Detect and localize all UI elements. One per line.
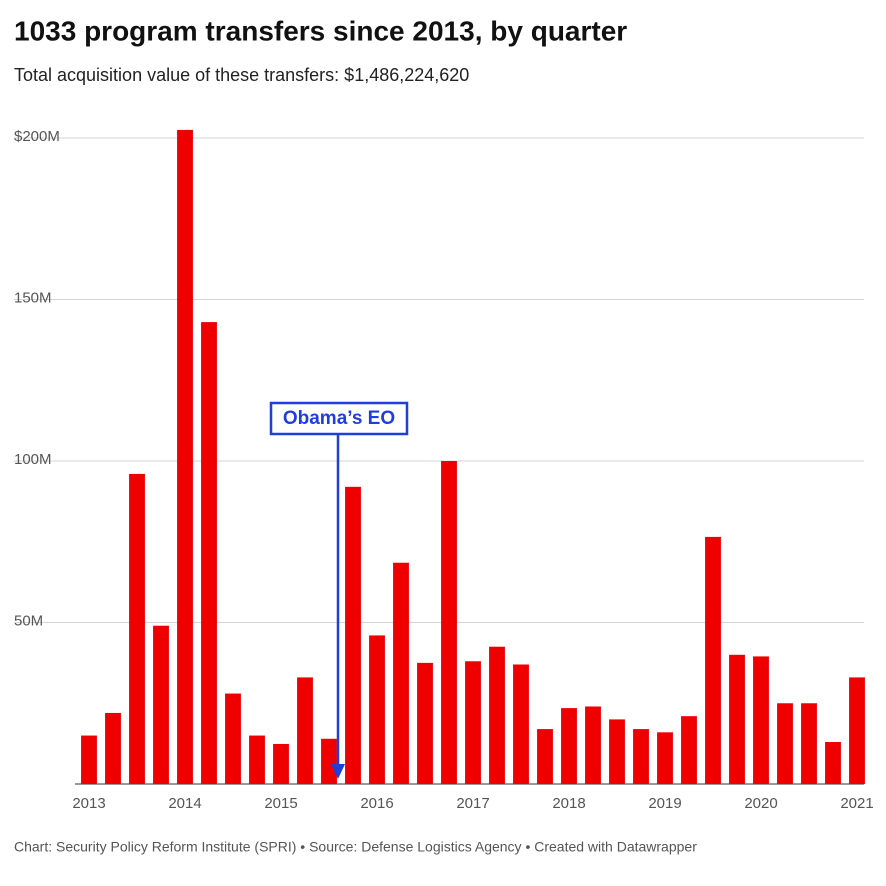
x-tick-label: 2016 [360,795,393,812]
bar [489,646,505,784]
x-tick-label: 2015 [264,795,297,812]
bar [825,742,841,784]
x-tick-label: 2021 [840,795,873,812]
bar [801,703,817,784]
bar [729,654,745,784]
annotation-label: Obama’s EO [283,408,395,429]
x-tick-label: 2020 [744,795,777,812]
bar [345,486,361,784]
bar [393,562,409,784]
bar [777,703,793,784]
bar [129,473,145,784]
y-tick-label: 100M [14,451,52,468]
bar [585,706,601,784]
y-tick-label: $200M [14,128,60,145]
bar [441,461,457,784]
bar [537,729,553,784]
bar [201,322,217,784]
bar [681,716,697,784]
bar [105,712,121,784]
bar [369,635,385,784]
bar [465,661,481,784]
x-tick-label: 2017 [456,795,489,812]
chart-title: 1033 program transfers since 2013, by qu… [14,15,627,46]
bar [705,536,721,784]
bar [249,735,265,784]
bar [225,693,241,784]
footer: Chart: Security Policy Reform Institute … [14,839,697,855]
y-tick-label: 150M [14,289,52,306]
bar [273,743,289,784]
bar [153,625,169,784]
bar [753,656,769,784]
x-tick-label: 2018 [552,795,585,812]
bar [297,677,313,784]
bar [81,735,97,784]
bar [513,664,529,784]
x-tick-label: 2019 [648,795,681,812]
x-tick-label: 2014 [168,795,201,812]
bar [177,129,193,785]
bar [417,662,433,784]
bar [321,738,337,784]
chart-subtitle: Total acquisition value of these transfe… [14,65,469,85]
bar [633,729,649,784]
bar [849,677,865,784]
annotation-box [269,401,409,436]
bar [609,719,625,784]
annotation-arrowhead [331,764,345,779]
y-tick-label: 50M [14,612,43,629]
bar [657,732,673,784]
bar [561,708,577,784]
x-tick-label: 2013 [72,795,105,812]
